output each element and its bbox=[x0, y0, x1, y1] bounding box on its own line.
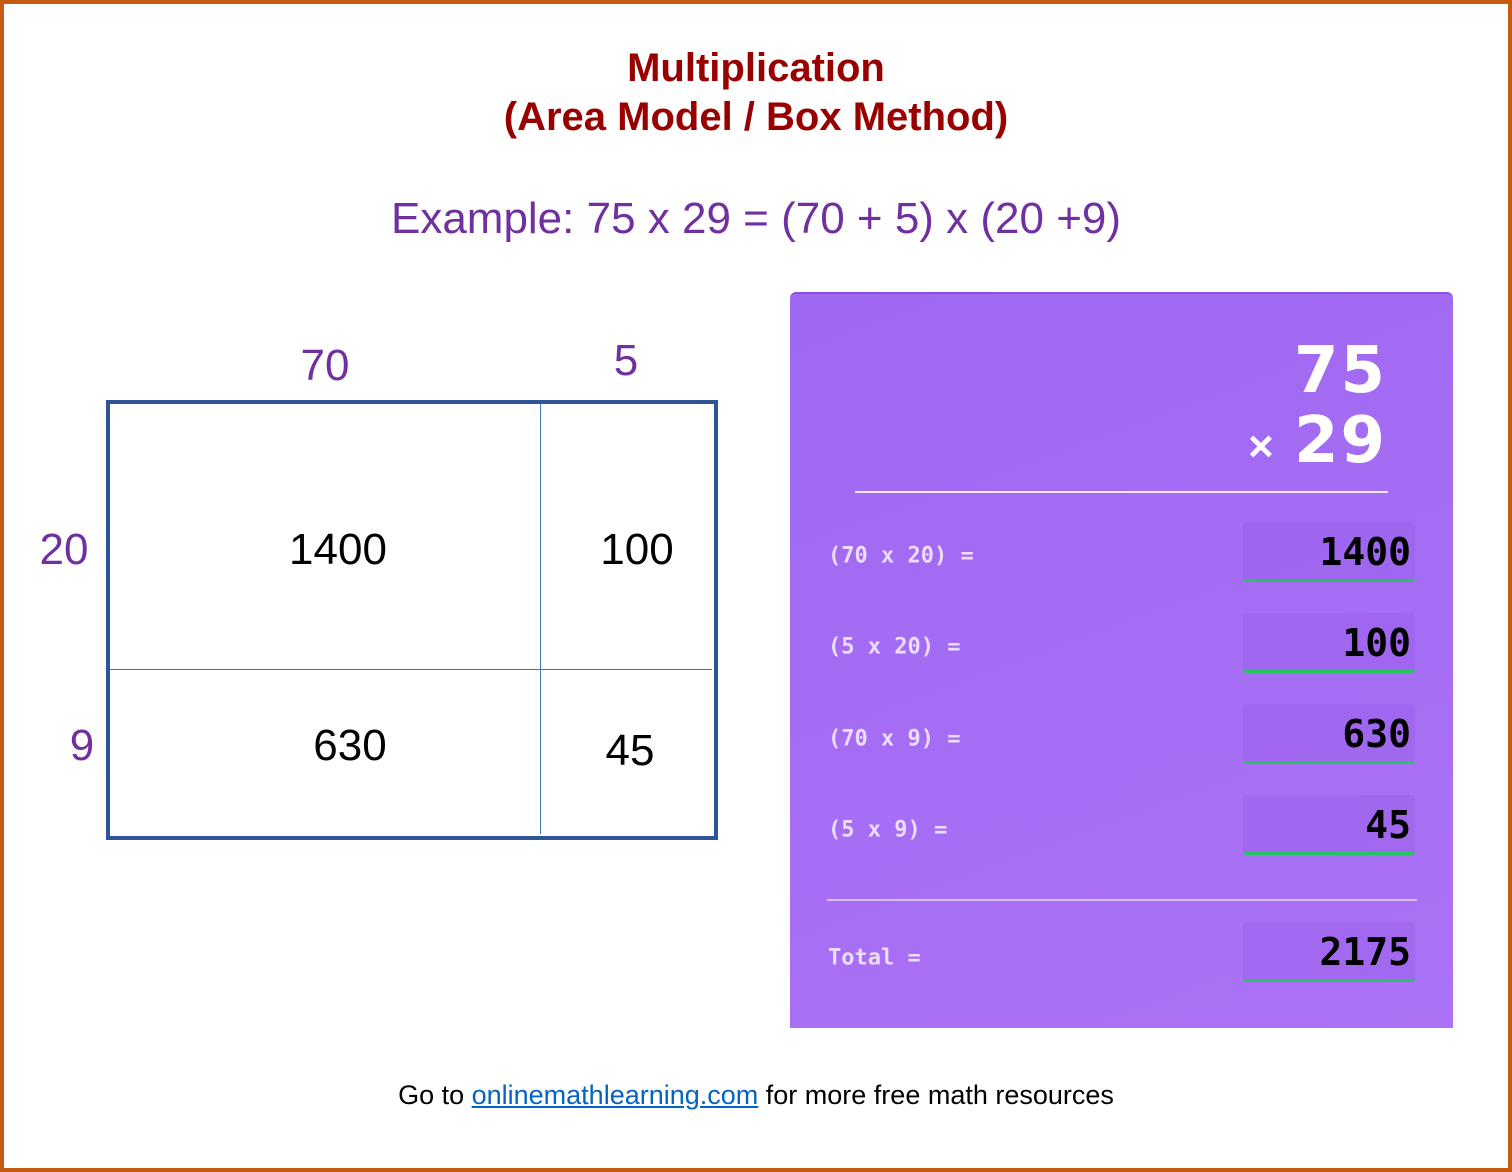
total-divider bbox=[827, 899, 1417, 901]
footer-prefix: Go to bbox=[398, 1080, 472, 1110]
total-label: Total = bbox=[828, 945, 921, 971]
sum-line bbox=[855, 491, 1388, 493]
footer: Go to onlinemathlearning.com for more fr… bbox=[0, 1080, 1512, 1111]
partial-product-field[interactable]: 630 bbox=[1243, 704, 1415, 764]
website-link[interactable]: onlinemathlearning.com bbox=[471, 1080, 759, 1110]
area-grid bbox=[106, 400, 718, 840]
title-line-2: (Area Model / Box Method) bbox=[503, 95, 1009, 139]
partial-product-field[interactable]: 1400 bbox=[1243, 522, 1415, 582]
multiply-icon: × bbox=[1248, 422, 1274, 471]
cell-70x9: 630 bbox=[313, 721, 387, 770]
partial-product-field[interactable]: 100 bbox=[1243, 613, 1415, 673]
partial-product-field[interactable]: 45 bbox=[1243, 795, 1415, 855]
column-label-70: 70 bbox=[300, 341, 350, 390]
grid-divider-horizontal bbox=[110, 669, 712, 670]
cell-70x20: 1400 bbox=[289, 525, 387, 574]
row-label: (70 x 20) = bbox=[828, 543, 974, 569]
cell-5x20: 100 bbox=[600, 525, 674, 574]
total-field[interactable]: 2175 bbox=[1243, 922, 1415, 982]
grid-divider-vertical bbox=[540, 404, 541, 834]
row-label: (70 x 9) = bbox=[828, 726, 961, 752]
row-label: (5 x 20) = bbox=[828, 634, 961, 660]
cell-5x9: 45 bbox=[605, 726, 655, 775]
row-label: (5 x 9) = bbox=[828, 817, 948, 843]
example-equation: Example: 75 x 29 = (70 + 5) x (20 +9) bbox=[390, 194, 1122, 243]
multiplier: 29 bbox=[1293, 404, 1387, 478]
title-line-1: Multiplication bbox=[627, 46, 885, 90]
row-label-9: 9 bbox=[69, 721, 95, 770]
calculator-panel: 75 × 29 (70 x 20) = 1400 (5 x 20) = 100 … bbox=[790, 292, 1453, 1028]
column-label-5: 5 bbox=[613, 336, 639, 385]
footer-suffix: for more free math resources bbox=[758, 1080, 1114, 1110]
multiplicand: 75 bbox=[1293, 334, 1387, 408]
row-label-20: 20 bbox=[39, 525, 89, 574]
